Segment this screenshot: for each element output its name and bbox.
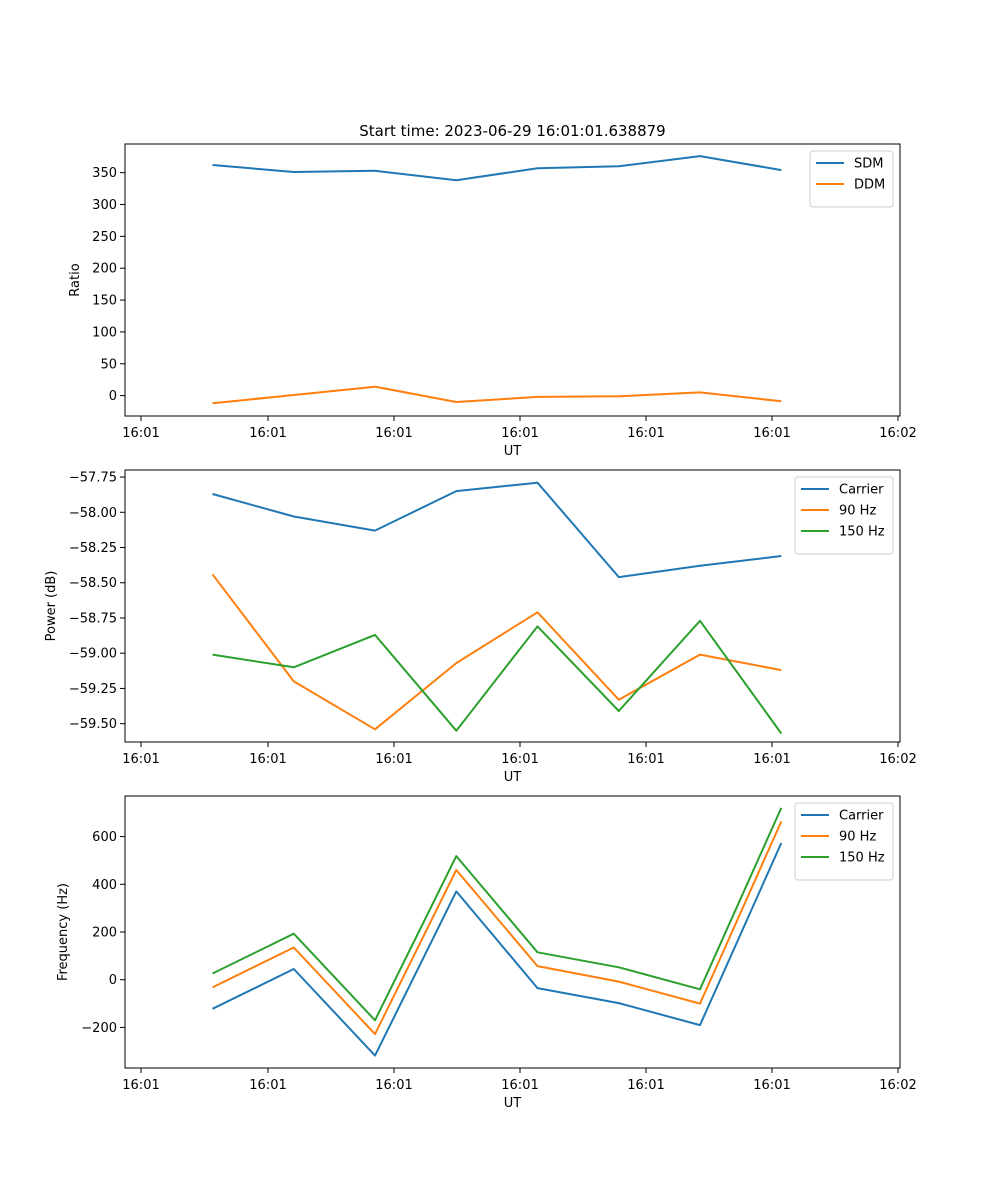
- legend-label: 90 Hz: [839, 830, 876, 845]
- y-tick-label: 200: [92, 262, 117, 277]
- legend-label: 150 Hz: [839, 851, 885, 866]
- x-tick-label: 16:01: [627, 1078, 664, 1093]
- x-axis-label: UT: [504, 444, 522, 459]
- series-line-90-hz: [212, 821, 783, 1036]
- series-line-ddm: [212, 385, 782, 405]
- series-line-sdm: [212, 155, 782, 182]
- legend-label: DDM: [854, 178, 885, 193]
- plots: 16:01 16:01 16:01 16:01 16:01 16:01 16:02 0 50 10…: [44, 143, 917, 1111]
- x-tick-label: 16:01: [627, 426, 664, 441]
- x-tick-label: 16:01: [501, 752, 538, 767]
- y-tick-label: 100: [92, 325, 117, 340]
- x-tick-label: 16:01: [122, 752, 159, 767]
- x-tick-label: 16:01: [627, 752, 664, 767]
- legend-label: SDM: [854, 157, 883, 172]
- x-tick-label: 16:02: [879, 752, 916, 767]
- legend: Carrier 90 Hz 150 Hz: [794, 476, 894, 555]
- series-line-90-hz: [211, 573, 782, 731]
- legend: Carrier 90 Hz 150 Hz: [794, 802, 894, 881]
- subplot-3: 16:01 16:01 16:01 16:01 16:01 16:01 16:02 −200 0…: [56, 795, 917, 1111]
- subplot-1: 16:01 16:01 16:01 16:01 16:01 16:01 16:02 0 50 10…: [68, 143, 917, 459]
- y-tick-label: 300: [92, 198, 117, 213]
- x-tick-label: 16:01: [375, 426, 412, 441]
- y-tick-label: −59.00: [69, 647, 117, 662]
- y-tick-label: 400: [92, 878, 117, 893]
- y-tick-label: −58.75: [69, 611, 117, 626]
- legend-label: Carrier: [839, 809, 884, 824]
- series-line-150-hz: [212, 807, 783, 1022]
- legend-label: 150 Hz: [839, 525, 885, 540]
- y-tick-label: −58.50: [69, 576, 117, 591]
- subplot-2: 16:01 16:01 16:01 16:01 16:01 16:01 16:02 −59.5…: [44, 469, 917, 785]
- axes-frame: [124, 143, 901, 417]
- legend-box: [809, 150, 894, 208]
- x-tick-label: 16:01: [501, 1078, 538, 1093]
- x-tick-label: 16:01: [753, 426, 790, 441]
- x-tick-label: 16:01: [753, 752, 790, 767]
- x-tick-label: 16:01: [501, 426, 538, 441]
- legend: SDM DDM: [809, 150, 894, 208]
- y-tick-label: 600: [92, 830, 117, 845]
- x-axis-label: UT: [504, 1096, 522, 1111]
- y-tick-label: −57.75: [69, 471, 117, 486]
- legend-label: Carrier: [839, 483, 884, 498]
- y-tick-label: 0: [109, 389, 117, 404]
- y-tick-label: −200: [81, 1021, 117, 1036]
- series-line-carrier: [212, 481, 782, 579]
- x-tick-label: 16:01: [249, 426, 286, 441]
- x-tick-label: 16:01: [249, 1078, 286, 1093]
- x-tick-label: 16:02: [879, 426, 916, 441]
- y-tick-label: 150: [92, 294, 117, 309]
- y-tick-label: −58.25: [69, 541, 117, 556]
- x-tick-label: 16:02: [879, 1078, 916, 1093]
- y-tick-label: −59.50: [69, 717, 117, 732]
- y-axis-label: Ratio: [68, 263, 83, 296]
- x-tick-label: 16:01: [122, 1078, 159, 1093]
- series-line-150-hz: [212, 619, 783, 735]
- x-axis-label: UT: [504, 770, 522, 785]
- y-axis-label: Power (dB): [44, 571, 59, 642]
- figure-title: Start time: 2023-06-29 16:01:01.638879: [359, 122, 665, 140]
- x-tick-label: 16:01: [249, 752, 286, 767]
- x-tick-label: 16:01: [122, 426, 159, 441]
- axes-frame: [124, 469, 901, 743]
- y-tick-label: 200: [92, 926, 117, 941]
- legend-box: [794, 476, 894, 555]
- series-line-carrier: [212, 842, 783, 1057]
- y-tick-label: 0: [109, 973, 117, 988]
- y-tick-label: 250: [92, 230, 117, 245]
- legend-box: [794, 802, 894, 881]
- y-axis-label: Frequency (Hz): [56, 883, 71, 981]
- y-tick-label: −58.00: [69, 506, 117, 521]
- y-tick-label: −59.25: [69, 682, 117, 697]
- y-tick-label: 50: [100, 357, 117, 372]
- y-tick-label: 350: [92, 166, 117, 181]
- x-tick-label: 16:01: [753, 1078, 790, 1093]
- legend-label: 90 Hz: [839, 504, 876, 519]
- x-tick-label: 16:01: [375, 752, 412, 767]
- x-tick-label: 16:01: [375, 1078, 412, 1093]
